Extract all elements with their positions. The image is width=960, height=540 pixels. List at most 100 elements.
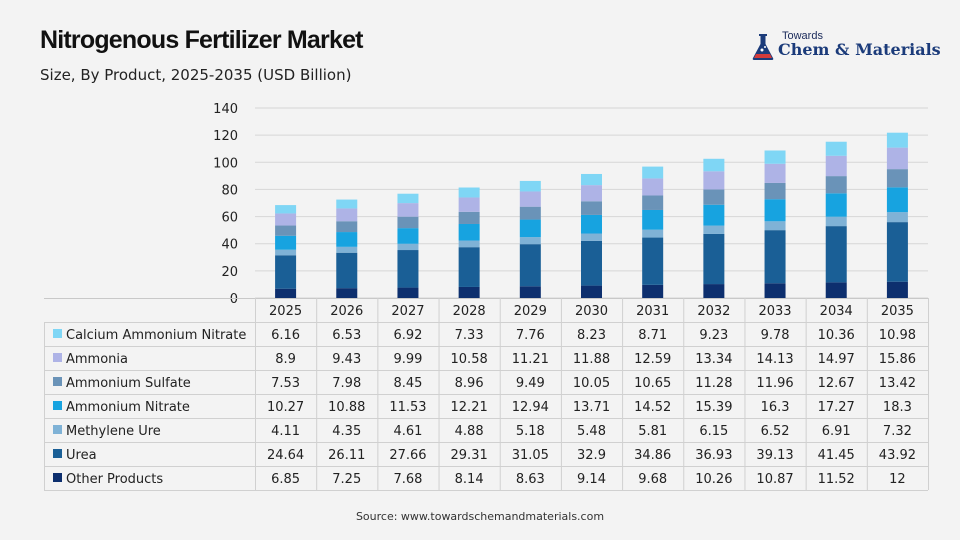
bar-segment xyxy=(458,223,480,241)
bar-segment xyxy=(764,230,786,284)
data-label: 6.85 xyxy=(271,472,300,487)
bar-segment xyxy=(519,206,541,220)
bar-segment xyxy=(336,199,358,209)
bar-segment xyxy=(519,286,541,298)
data-label: 8.9 xyxy=(275,352,296,367)
bar-segment xyxy=(764,163,786,183)
bar-segment xyxy=(397,250,419,288)
data-label: 41.45 xyxy=(818,448,855,463)
bar-segment xyxy=(458,247,480,287)
data-label: 4.11 xyxy=(271,424,300,439)
data-label: 10.36 xyxy=(818,328,855,343)
bar-segment xyxy=(886,222,908,282)
data-label: 10.27 xyxy=(267,400,304,415)
bar-segment xyxy=(581,185,602,202)
data-label: 15.86 xyxy=(879,352,916,367)
bar-segment xyxy=(336,252,358,289)
y-tick-label: 40 xyxy=(221,238,238,253)
data-label: 5.81 xyxy=(638,424,667,439)
chart-title: Nitrogenous Fertilizer Market xyxy=(40,26,364,54)
bar-segment xyxy=(336,208,358,222)
bar-segment xyxy=(458,197,480,212)
bar-segment xyxy=(825,176,847,194)
bar-segment xyxy=(581,240,602,286)
bar-segment xyxy=(336,246,358,253)
data-label: 7.25 xyxy=(332,472,361,487)
bar-segment xyxy=(886,281,908,298)
data-label: 24.64 xyxy=(267,448,304,463)
bar-segment xyxy=(581,201,602,215)
bar-segment xyxy=(764,150,786,164)
bar-segment xyxy=(458,187,480,198)
data-label: 43.92 xyxy=(879,448,916,463)
data-label: 13.42 xyxy=(879,376,916,391)
data-label: 7.32 xyxy=(883,424,912,439)
data-label: 9.23 xyxy=(699,328,728,343)
bar-segment xyxy=(886,212,908,223)
x-tick-label: 2026 xyxy=(330,304,363,319)
bar-segment xyxy=(336,221,358,233)
y-tick-label: 140 xyxy=(213,102,238,117)
bar-segment xyxy=(703,189,725,205)
bar-segment xyxy=(703,225,725,234)
y-tick-label: 80 xyxy=(221,183,238,198)
data-label: 10.65 xyxy=(634,376,671,391)
bar-segment xyxy=(886,132,908,148)
bar-segment xyxy=(642,237,664,285)
x-tick-label: 2027 xyxy=(391,304,424,319)
data-label: 26.11 xyxy=(328,448,365,463)
data-label: 32.9 xyxy=(577,448,606,463)
bar-segment xyxy=(825,282,847,298)
y-tick-label: 120 xyxy=(213,129,238,144)
data-label: 7.76 xyxy=(516,328,545,343)
bar-segment xyxy=(703,158,725,172)
data-label: 14.13 xyxy=(756,352,793,367)
legend-label: Ammonium Nitrate xyxy=(66,400,190,415)
data-label: 8.14 xyxy=(455,472,484,487)
data-label: 9.99 xyxy=(393,352,422,367)
bar-segment xyxy=(519,244,541,287)
y-tick-label: 100 xyxy=(213,156,238,171)
x-tick-label: 2033 xyxy=(758,304,791,319)
bar-segment xyxy=(336,232,358,247)
data-label: 10.26 xyxy=(695,472,732,487)
bar-segment xyxy=(397,193,419,204)
data-label: 36.93 xyxy=(695,448,732,463)
x-tick-label: 2035 xyxy=(881,304,914,319)
data-label: 39.13 xyxy=(756,448,793,463)
x-tick-label: 2031 xyxy=(636,304,669,319)
bar-segment xyxy=(397,216,419,229)
bar-segment xyxy=(886,187,908,213)
bar-segment xyxy=(764,283,786,298)
chart-subtitle: Size, By Product, 2025-2035 (USD Billion… xyxy=(40,66,352,84)
data-label: 9.68 xyxy=(638,472,667,487)
bar-segment xyxy=(642,229,664,238)
legend-label: Calcium Ammonium Nitrate xyxy=(66,328,246,343)
bar-segment xyxy=(764,182,786,200)
bar-segment xyxy=(581,173,602,186)
bar-segment xyxy=(519,237,541,245)
bar-segment xyxy=(581,233,602,241)
bar-segment xyxy=(703,204,725,226)
data-label: 14.97 xyxy=(818,352,855,367)
legend-label: Ammonia xyxy=(66,352,128,367)
bar-segment xyxy=(825,193,847,217)
bar-segment xyxy=(397,228,419,244)
data-label: 5.18 xyxy=(516,424,545,439)
data-label: 4.88 xyxy=(455,424,484,439)
data-label: 9.78 xyxy=(761,328,790,343)
data-label: 10.98 xyxy=(879,328,916,343)
data-label: 8.45 xyxy=(393,376,422,391)
bar-segment xyxy=(519,180,541,192)
y-tick-label: 60 xyxy=(221,211,238,226)
flask-icon xyxy=(752,34,774,60)
data-label: 7.53 xyxy=(271,376,300,391)
data-label: 12 xyxy=(889,472,906,487)
bar-segment xyxy=(825,216,847,227)
data-label: 9.49 xyxy=(516,376,545,391)
x-tick-label: 2032 xyxy=(697,304,730,319)
data-label: 7.98 xyxy=(332,376,361,391)
x-tick-label: 2030 xyxy=(575,304,608,319)
x-tick-label: 2025 xyxy=(269,304,302,319)
data-label: 11.53 xyxy=(389,400,426,415)
